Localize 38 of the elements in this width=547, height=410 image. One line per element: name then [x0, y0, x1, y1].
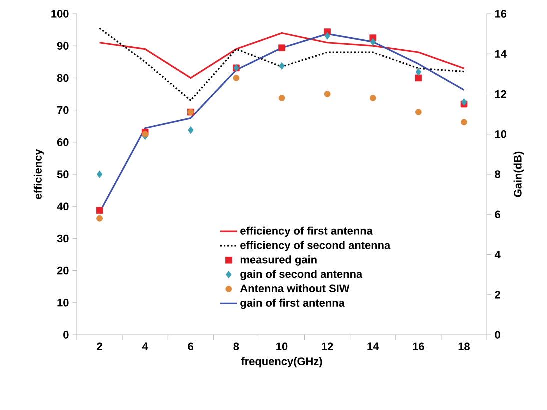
y2-axis-title: Gain(dB) — [514, 152, 524, 198]
x-tick-label: 14 — [368, 342, 380, 350]
legend-label: Antenna without SIW — [240, 284, 350, 293]
x-axis-title: frequency(GHz) — [241, 357, 322, 368]
x-tick-label: 10 — [276, 342, 288, 351]
legend-label: efficiency of first antenna — [240, 226, 373, 238]
y-tick-label: 20 — [57, 266, 69, 275]
legend-label: gain of first antenna — [240, 298, 345, 310]
y2-tick-label: 6 — [495, 210, 500, 219]
legend-label: efficiency of second antenna — [240, 241, 391, 252]
y-tick-label: 50 — [57, 170, 69, 178]
x-tick-label: 4 — [142, 342, 148, 350]
y-tick-label: 60 — [57, 138, 69, 146]
y2-tick-label: 8 — [495, 170, 501, 178]
y-tick-label: 30 — [57, 234, 69, 243]
y2-tick-label: 12 — [495, 90, 507, 98]
y-tick-label: 40 — [57, 202, 69, 210]
y2-tick-label: 14 — [495, 50, 507, 58]
y-tick-label: 70 — [58, 106, 69, 114]
y-tick-label: 80 — [57, 74, 69, 82]
y2-tick-label: 2 — [495, 291, 500, 299]
y2-tick-label: 0 — [495, 331, 500, 339]
x-tick-label: 2 — [97, 342, 102, 350]
x-tick-label: 12 — [322, 342, 334, 350]
x-tick-label: 8 — [234, 342, 240, 351]
legend-label: gain of second antenna — [240, 270, 363, 280]
x-tick-label: 18 — [458, 342, 470, 351]
y-tick-label: 90 — [57, 42, 69, 50]
x-tick-label: 6 — [188, 342, 194, 351]
y2-tick-label: 4 — [494, 250, 501, 259]
y-tick-label: 0 — [64, 331, 69, 339]
y-tick-label: 100 — [52, 10, 69, 18]
y2-tick-label: 10 — [495, 130, 507, 138]
legend-label: measured gain — [240, 256, 317, 266]
y-axis-title: efficiency — [34, 149, 44, 200]
y2-tick-label: 16 — [495, 10, 507, 18]
x-tick-label: 16 — [413, 342, 424, 351]
y-tick-label: 10 — [58, 299, 69, 307]
